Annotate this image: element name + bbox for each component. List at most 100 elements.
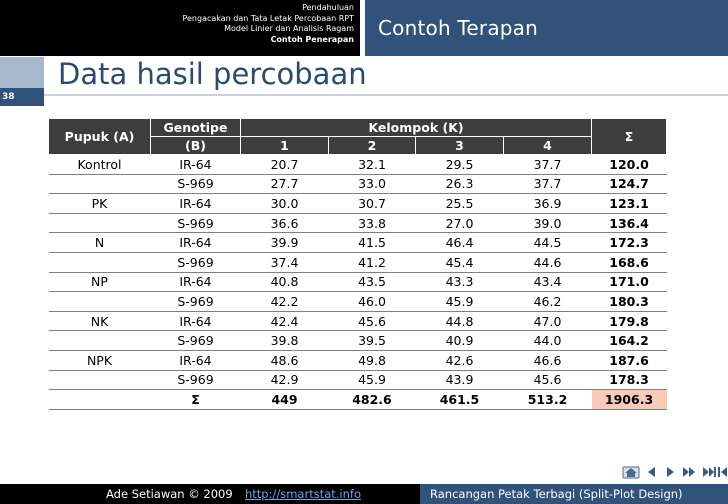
cell-k4: 47.0 xyxy=(503,311,592,332)
cell-pupuk: Kontrol xyxy=(48,154,151,175)
header-right-band xyxy=(360,0,728,56)
cell-genotipe: S-969 xyxy=(150,252,241,273)
cell-sum: 123.1 xyxy=(591,193,667,214)
total-label: Σ xyxy=(150,389,241,410)
footer-author: Ade Setiawan © 2009 xyxy=(106,487,233,501)
cell-k1: 37.4 xyxy=(240,252,329,273)
total-k1: 449 xyxy=(240,389,329,410)
cell-k1: 27.7 xyxy=(240,174,329,195)
back-icon[interactable] xyxy=(644,463,660,481)
footer-right-band xyxy=(420,484,728,504)
header-left-band xyxy=(0,0,360,56)
cell-pupuk: NPK xyxy=(48,350,151,371)
breadcrumb-item[interactable]: Model Linier dan Analisis Ragam xyxy=(224,24,354,33)
cell-k4: 36.9 xyxy=(503,193,592,214)
cell-genotipe: IR-64 xyxy=(150,232,241,253)
cell-k1: 42.2 xyxy=(240,291,329,312)
next-icon[interactable] xyxy=(680,463,698,481)
cell-sum: 187.6 xyxy=(591,350,667,371)
cell-pupuk xyxy=(48,252,151,273)
footer: Ade Setiawan © 2009 http://smartstat.inf… xyxy=(0,484,728,504)
total-k2: 482.6 xyxy=(328,389,416,410)
cell-k2: 45.9 xyxy=(328,370,416,391)
cell-k4: 46.2 xyxy=(503,291,592,312)
cell-k2: 39.5 xyxy=(328,330,416,351)
table-row: N IR-64 39.9 41.5 46.4 44.5 172.3 xyxy=(48,232,667,253)
header-divider xyxy=(360,0,365,56)
cell-genotipe: S-969 xyxy=(150,370,241,391)
cell-pupuk xyxy=(48,330,151,351)
cell-k3: 45.4 xyxy=(415,252,504,273)
footer-link[interactable]: http://smartstat.info xyxy=(245,487,361,501)
table-row: Kontrol IR-64 20.7 32.1 29.5 37.7 120.0 xyxy=(48,154,667,175)
cell-sum: 120.0 xyxy=(591,154,667,175)
cell-k3: 43.3 xyxy=(415,272,504,293)
cell-k1: 40.8 xyxy=(240,272,329,293)
cell-pupuk xyxy=(48,291,151,312)
cell-k4: 45.6 xyxy=(503,370,592,391)
cell-genotipe: IR-64 xyxy=(150,154,241,175)
table-body: Kontrol IR-64 20.7 32.1 29.5 37.7 120.0 … xyxy=(48,154,667,410)
breadcrumb-item[interactable]: Pengacakan dan Tata Letak Percobaan RPT xyxy=(182,13,354,23)
cell-k4: 37.7 xyxy=(503,154,592,175)
home-icon[interactable] xyxy=(620,463,642,481)
table-row: NP IR-64 40.8 43.5 43.3 43.4 171.0 xyxy=(48,272,667,293)
table-row: S-969 39.8 39.5 40.9 44.0 164.2 xyxy=(48,330,667,351)
previous-icon[interactable] xyxy=(662,463,678,481)
cell-k3: 43.9 xyxy=(415,370,504,391)
cell-k3: 25.5 xyxy=(415,193,504,214)
cell-pupuk: NK xyxy=(48,311,151,332)
table-row: NPK IR-64 48.6 49.8 42.6 46.6 187.6 xyxy=(48,350,667,371)
first-icon[interactable] xyxy=(718,463,728,481)
cell-k2: 45.6 xyxy=(328,311,416,332)
header-k4: 4 xyxy=(502,136,593,155)
cell-k3: 29.5 xyxy=(415,154,504,175)
cell-sum: 164.2 xyxy=(591,330,667,351)
cell-k3: 46.4 xyxy=(415,232,504,253)
data-table: Pupuk (A) Genotipe Kelompok (K) Σ (B) 1 … xyxy=(48,118,668,410)
cell-k3: 45.9 xyxy=(415,291,504,312)
cell-k4: 46.6 xyxy=(503,350,592,371)
cell-pupuk: N xyxy=(48,232,151,253)
table-row: S-969 37.4 41.2 45.4 44.6 168.6 xyxy=(48,252,667,273)
table-row: S-969 42.2 46.0 45.9 46.2 180.3 xyxy=(48,291,667,312)
cell-k1: 30.0 xyxy=(240,193,329,214)
cell-k3: 42.6 xyxy=(415,350,504,371)
cell-k1: 39.8 xyxy=(240,330,329,351)
last-icon[interactable] xyxy=(700,463,718,481)
header-kelompok: Kelompok (K) xyxy=(239,118,593,137)
cell-sum: 124.7 xyxy=(591,174,667,195)
table-row: S-969 42.9 45.9 43.9 45.6 178.3 xyxy=(48,370,667,391)
cell-pupuk: PK xyxy=(48,193,151,214)
cell-genotipe: IR-64 xyxy=(150,193,241,214)
cell-k1: 36.6 xyxy=(240,213,329,234)
slide-number: 38 xyxy=(0,88,44,106)
cell-k2: 49.8 xyxy=(328,350,416,371)
cell-pupuk xyxy=(48,213,151,234)
cell-k4: 39.0 xyxy=(503,213,592,234)
cell-k4: 44.5 xyxy=(503,232,592,253)
cell-k4: 37.7 xyxy=(503,174,592,195)
table-row: PK IR-64 30.0 30.7 25.5 36.9 123.1 xyxy=(48,193,667,214)
footer-topic: Rancangan Petak Terbagi (Split-Plot Desi… xyxy=(430,487,683,501)
cell-k1: 39.9 xyxy=(240,232,329,253)
total-k3: 461.5 xyxy=(415,389,504,410)
cell-sum: 179.8 xyxy=(591,311,667,332)
cell-k2: 33.8 xyxy=(328,213,416,234)
cell-k1: 42.9 xyxy=(240,370,329,391)
table-row: NK IR-64 42.4 45.6 44.8 47.0 179.8 xyxy=(48,311,667,332)
table-row: S-969 36.6 33.8 27.0 39.0 136.4 xyxy=(48,213,667,234)
cell-k2: 46.0 xyxy=(328,291,416,312)
grand-total: 1906.3 xyxy=(591,389,667,410)
cell-k2: 41.2 xyxy=(328,252,416,273)
footer-left-band xyxy=(0,484,420,504)
breadcrumb-item[interactable]: Pendahuluan xyxy=(302,3,354,12)
cell-k4: 44.6 xyxy=(503,252,592,273)
breadcrumb-item-active[interactable]: Contoh Penerapan xyxy=(270,34,354,44)
table-row: S-969 27.7 33.0 26.3 37.7 124.7 xyxy=(48,174,667,195)
cell-pupuk xyxy=(48,174,151,195)
cell-k4: 43.4 xyxy=(503,272,592,293)
header-sum: Σ xyxy=(591,118,668,155)
total-row: Σ 449 482.6 461.5 513.2 1906.3 xyxy=(48,389,667,410)
cell-genotipe: S-969 xyxy=(150,174,241,195)
